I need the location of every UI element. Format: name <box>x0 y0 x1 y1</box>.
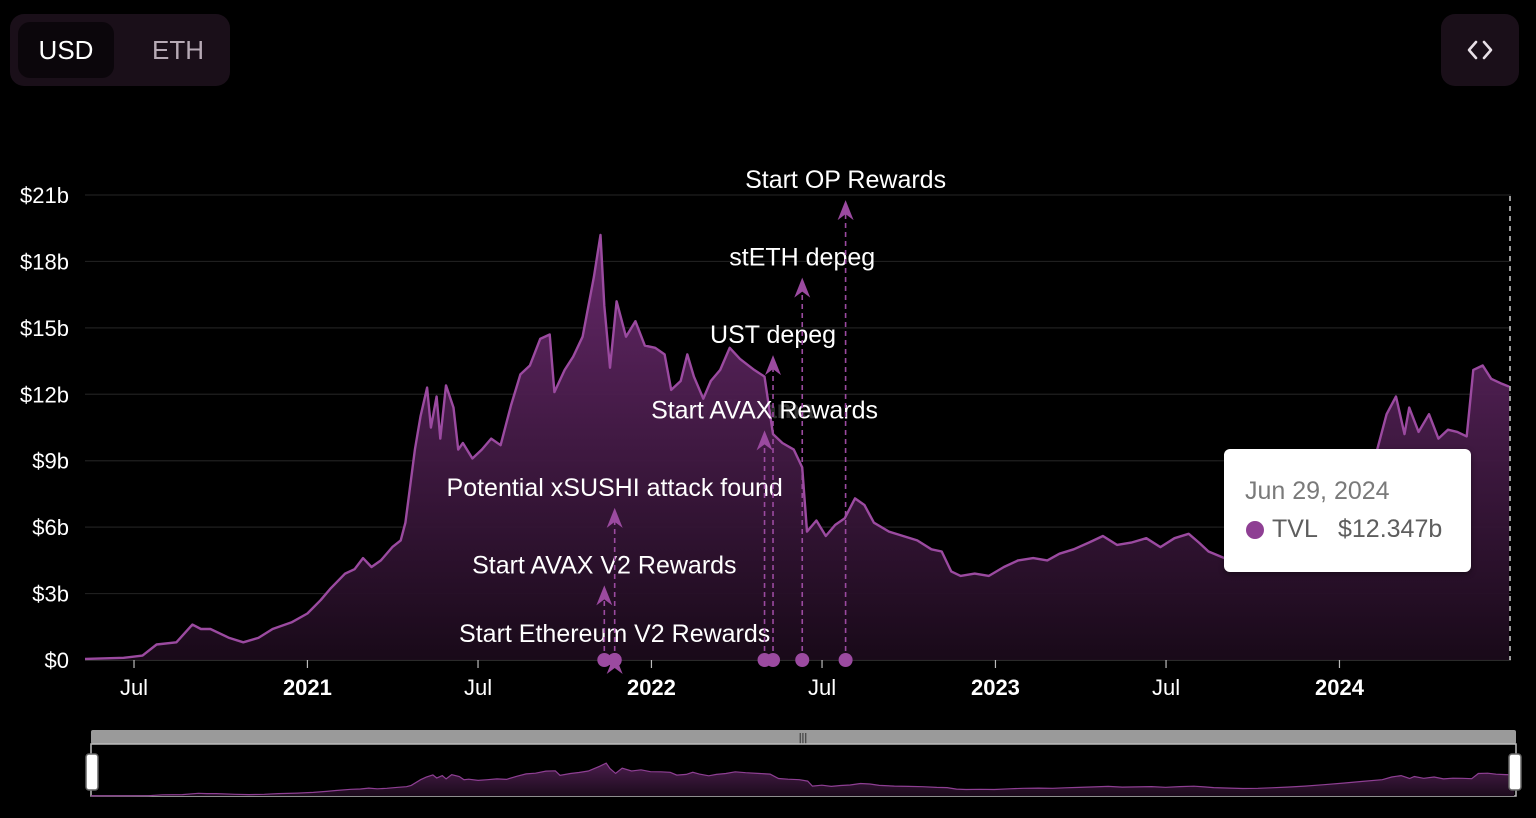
embed-code-button[interactable] <box>1441 14 1519 86</box>
annotation-arrow <box>756 430 773 451</box>
annotations: Start Ethereum V2 Rewards Start AVAX V2 R… <box>447 166 946 674</box>
x-tick-label: 2023 <box>971 675 1020 700</box>
range-navigator[interactable]: ||| <box>85 730 1522 797</box>
currency-toggle: USD ETH <box>10 14 230 86</box>
navigator-line <box>90 762 1515 797</box>
annotation-label: Start OP Rewards <box>745 166 946 194</box>
annotation-marker <box>838 653 853 667</box>
navigator-right-handle[interactable] <box>1508 753 1522 791</box>
annotation-arrow <box>596 585 613 606</box>
annotation-marker <box>795 653 810 667</box>
x-tick-label: 2024 <box>1315 675 1365 700</box>
annotation-marker <box>607 653 622 667</box>
y-tick-label: $0 <box>45 648 69 673</box>
y-tick-label: $21b <box>20 183 69 208</box>
y-tick-label: $9b <box>32 449 69 474</box>
y-tick-label: $6b <box>32 515 69 540</box>
code-icon <box>1467 40 1493 60</box>
navigator-area <box>91 763 1515 796</box>
annotation-arrow <box>765 355 782 376</box>
y-tick-label: $15b <box>20 316 69 341</box>
y-tick-label: $3b <box>32 582 69 607</box>
y-tick-label: $18b <box>20 249 69 274</box>
navigator-grip-icon[interactable]: ||| <box>799 732 808 744</box>
x-axis-labels: Jul 2021 Jul 2022 Jul 2023 Jul 2024 <box>120 660 1365 700</box>
x-tick-label: 2021 <box>283 675 332 700</box>
series-marker-icon <box>1246 521 1264 539</box>
annotation-marker <box>766 653 781 667</box>
annotation-label: Start AVAX V2 Rewards <box>472 551 736 579</box>
x-tick-label: Jul <box>464 675 492 700</box>
x-tick-label: Jul <box>808 675 836 700</box>
x-tick-label: Jul <box>120 675 148 700</box>
annotation-arrow <box>837 200 854 221</box>
annotation-label: Start AVAX Rewards <box>651 396 878 424</box>
x-tick-label: Jul <box>1152 675 1180 700</box>
eth-toggle-button[interactable]: ETH <box>152 35 204 65</box>
annotation-marker <box>597 653 612 667</box>
annotation-label: Potential xSUSHI attack found <box>447 474 783 502</box>
annotation-label: UST depeg <box>710 321 836 349</box>
y-tick-label: $12b <box>20 382 69 407</box>
annotation-arrow <box>794 277 811 298</box>
navigator-track[interactable] <box>91 730 1516 744</box>
tooltip-value: $12.347b <box>1338 515 1443 543</box>
tvl-area <box>85 234 1510 660</box>
tooltip-date: Jun 29, 2024 <box>1245 477 1390 505</box>
tooltip: Jun 29, 2024 TVL $12.347b <box>1224 449 1471 572</box>
annotation-arrow <box>606 507 623 528</box>
tooltip-series-label: TVL <box>1272 515 1318 543</box>
usd-toggle-button[interactable]: USD <box>18 22 114 78</box>
annotation-label: stETH depeg <box>729 244 875 272</box>
x-tick-label: 2022 <box>627 675 676 700</box>
navigator-left-handle[interactable] <box>85 753 99 791</box>
annotation-label: Start Ethereum V2 Rewards <box>459 620 770 648</box>
y-axis-labels: $0 $3b $6b $9b $12b $15b $18b $21b <box>20 183 69 673</box>
